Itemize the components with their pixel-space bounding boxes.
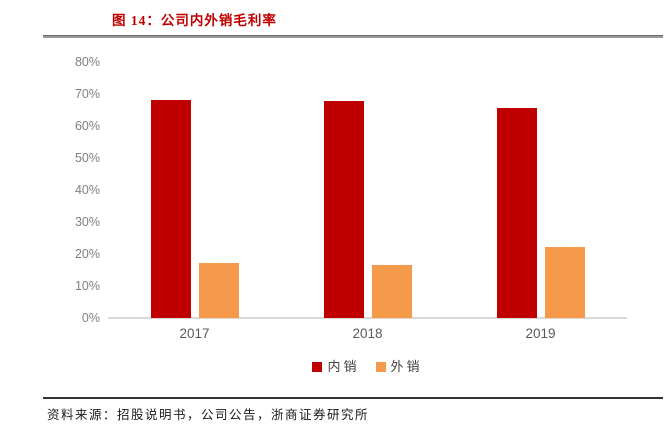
y-tick-label: 70% [74,87,100,101]
legend-item-domestic: 内销 [312,360,359,373]
x-axis-label-2019: 2019 [525,326,556,341]
top-divider [43,35,663,38]
legend-swatch-domestic [312,361,323,372]
bar-domestic-2018 [323,101,364,318]
y-tick-label: 0% [81,311,100,325]
bar-domestic-2017 [150,100,191,318]
y-tick-label: 30% [74,215,100,229]
chart-legend: 内销 外销 [108,360,627,373]
x-axis-baseline [108,317,627,319]
x-axis-label-2017: 2017 [179,326,210,341]
bar-export-2018 [371,264,412,318]
legend-label-domestic: 内销 [327,359,360,374]
y-tick-label: 10% [74,279,100,293]
bar-export-2017 [198,262,239,318]
y-tick-label: 40% [74,183,100,197]
bottom-divider [43,397,663,399]
y-tick-label: 60% [74,119,100,133]
chart-title: 图 14：公司内外销毛利率 [112,13,277,28]
y-tick-label: 20% [74,247,100,261]
bar-domestic-2019 [496,107,537,318]
legend-swatch-export [375,361,386,372]
y-tick-label: 50% [74,151,100,165]
x-axis-label-2018: 2018 [352,326,383,341]
legend-item-export: 外销 [375,359,423,374]
bar-export-2019 [544,246,585,318]
source-attribution: 资料来源：招股说明书，公司公告，浙商证券研究所 [47,408,370,422]
y-tick-label: 80% [74,55,100,69]
legend-label-export: 外销 [390,359,423,374]
